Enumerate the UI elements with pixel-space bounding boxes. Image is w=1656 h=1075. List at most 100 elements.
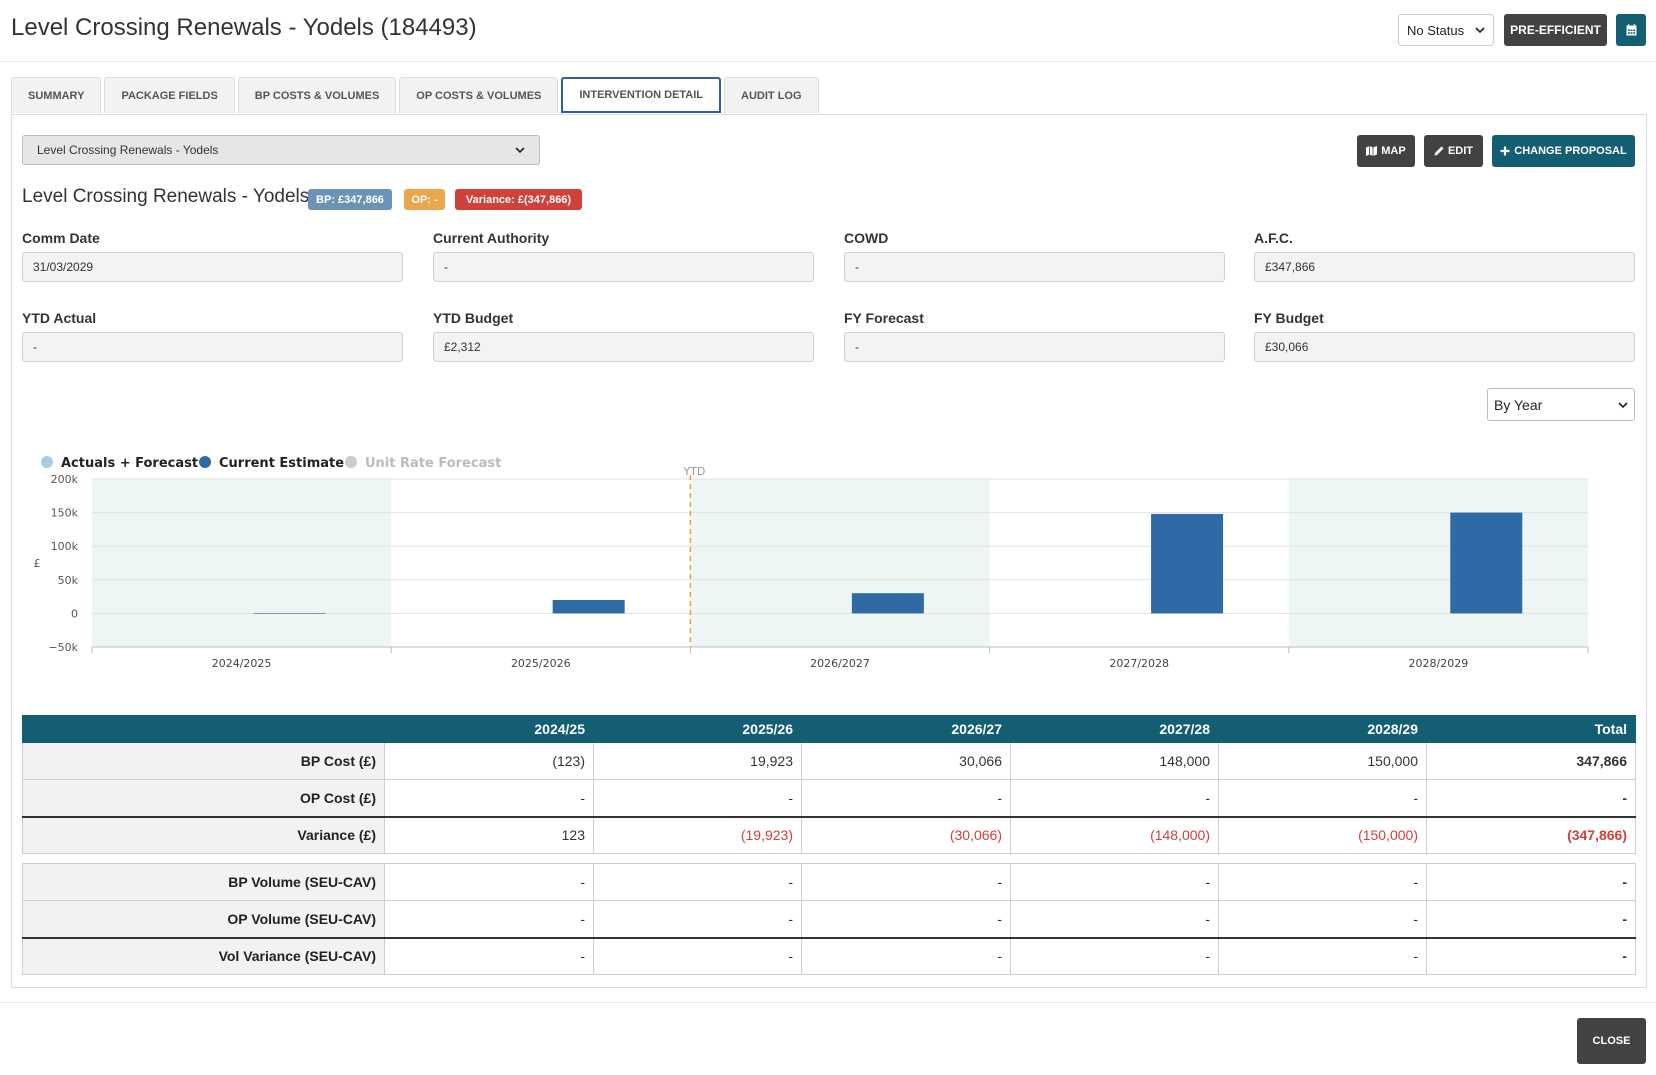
comm-date-label: Comm Date <box>22 230 100 246</box>
cost-chart: 200k 150k 100k 50k 0 −50k £2024/2025 2025/2026 2… <box>22 450 1638 695</box>
table-cell: (30,066) <box>801 815 1011 854</box>
legend-marker <box>345 456 357 468</box>
footer-divider <box>0 1002 1656 1003</box>
table-cell: - <box>1426 936 1636 975</box>
chevron-down-icon <box>1618 401 1628 408</box>
table-cell: (19,923) <box>593 815 802 854</box>
table-cell: - <box>1218 900 1427 938</box>
chart-bar <box>1151 513 1224 614</box>
calendar-icon <box>1626 24 1636 36</box>
table-row: Variance (£) 123 (19,923) (30,066) (148,… <box>22 815 1636 854</box>
tab-package-fields[interactable]: PACKAGE FIELDS <box>104 77 235 113</box>
table-cell: 30,066 <box>801 742 1011 780</box>
modal-header: Level Crossing Renewals - Yodels (184493… <box>0 0 1656 62</box>
table-cell: (150,000) <box>1218 815 1427 854</box>
status-select-value: No Status <box>1407 22 1465 38</box>
intervention-select[interactable]: Level Crossing Renewals - Yodels <box>22 135 540 165</box>
fy-forecast-field: - <box>844 332 1225 362</box>
page-title: Level Crossing Renewals - Yodels (184493… <box>11 14 477 41</box>
header-cell: 2027/28 <box>1010 715 1219 743</box>
period-select[interactable]: By Year <box>1487 388 1635 421</box>
table-cell: - <box>801 863 1011 901</box>
tab-audit-log[interactable]: AUDIT LOG <box>724 77 819 113</box>
plus-icon <box>1500 146 1510 156</box>
table-row: OP Volume (SEU-CAV) - - - - - - <box>22 900 1636 938</box>
table-cell: - <box>593 779 802 817</box>
comm-date-field: 31/03/2029 <box>22 252 403 282</box>
map-button[interactable]: MAP <box>1357 135 1415 167</box>
table-cell: - <box>1218 863 1427 901</box>
close-button[interactable]: CLOSE <box>1577 1018 1646 1064</box>
x-tick-label: 2027/2028 <box>1109 657 1169 670</box>
x-tick-label: 2026/2027 <box>810 657 870 670</box>
table-cell: - <box>1426 863 1636 901</box>
table-cell: - <box>384 779 594 817</box>
period-select-value: By Year <box>1494 396 1543 413</box>
y-tick-label: 200k <box>51 473 79 486</box>
legend-marker <box>199 456 211 468</box>
table-cell: - <box>384 936 594 975</box>
row-label: OP Volume (SEU-CAV) <box>22 900 385 938</box>
ytd-actual-label: YTD Actual <box>22 310 97 326</box>
y-tick-label: 100k <box>51 540 79 553</box>
table-cell: (123) <box>384 742 594 780</box>
tab-bp-costs-volumes[interactable]: BP COSTS & VOLUMES <box>237 77 397 113</box>
table-cell: (347,866) <box>1426 815 1636 854</box>
map-button-label: MAP <box>1381 145 1406 157</box>
change-proposal-button-label: CHANGE PROPOSAL <box>1514 145 1627 157</box>
ytd-budget-field: £2,312 <box>433 332 814 362</box>
variance-badge: Variance: £(347,866) <box>455 189 582 210</box>
legend-marker <box>41 456 53 468</box>
legend-label: Current Estimate <box>219 456 344 471</box>
afc-field: £347,866 <box>1254 252 1635 282</box>
legend-label: Unit Rate Forecast <box>365 456 501 471</box>
y-tick-label: 150k <box>51 507 79 520</box>
y-tick-label: 0 <box>71 607 78 620</box>
current-authority-field: - <box>433 252 814 282</box>
fy-forecast-label: FY Forecast <box>844 310 924 326</box>
table-cell: - <box>384 900 594 938</box>
fy-budget-field: £30,066 <box>1254 332 1635 362</box>
legend-label: Actuals + Forecast <box>61 456 198 471</box>
header-cell: Total <box>1426 715 1636 743</box>
tab-op-costs-volumes[interactable]: OP COSTS & VOLUMES <box>399 77 559 113</box>
calendar-button[interactable] <box>1616 14 1646 46</box>
map-icon <box>1366 146 1378 156</box>
tab-intervention-detail[interactable]: INTERVENTION DETAIL <box>561 77 722 113</box>
header-cell: 2028/29 <box>1218 715 1427 743</box>
status-select[interactable]: No Status <box>1398 14 1494 46</box>
table-cell: - <box>593 863 802 901</box>
table-cell: - <box>1218 936 1427 975</box>
table-cell: - <box>801 779 1011 817</box>
x-tick-label: 2028/2029 <box>1409 657 1469 670</box>
row-label: BP Volume (SEU-CAV) <box>22 863 385 901</box>
ytd-marker-label: YTD <box>682 465 705 478</box>
table-cell: 347,866 <box>1426 742 1636 780</box>
table-cell: - <box>1010 779 1219 817</box>
chart-bar <box>552 600 625 614</box>
intervention-select-value: Level Crossing Renewals - Yodels <box>37 143 219 157</box>
tab-summary[interactable]: SUMMARY <box>11 77 102 113</box>
pencil-icon <box>1434 146 1444 156</box>
table-row: BP Cost (£) (123) 19,923 30,066 148,000 … <box>22 742 1636 780</box>
table-cell: 19,923 <box>593 742 802 780</box>
pre-efficient-button[interactable]: PRE-EFFICIENT <box>1504 14 1607 46</box>
table-cell: - <box>1426 900 1636 938</box>
row-label: Vol Variance (SEU-CAV) <box>22 936 385 975</box>
row-label: BP Cost (£) <box>22 742 385 780</box>
afc-label: A.F.C. <box>1254 230 1293 246</box>
x-tick-label: 2025/2026 <box>511 657 571 670</box>
edit-button[interactable]: EDIT <box>1424 135 1483 167</box>
header-cell: 2025/26 <box>593 715 802 743</box>
change-proposal-button[interactable]: CHANGE PROPOSAL <box>1492 135 1635 167</box>
chart-bar <box>253 613 326 614</box>
table-cell: 123 <box>384 815 594 854</box>
x-tick-label: 2024/2025 <box>212 657 272 670</box>
header-cell: 2026/27 <box>801 715 1011 743</box>
table-cell: 150,000 <box>1218 742 1427 780</box>
y-tick-label: −50k <box>48 641 78 654</box>
table-cell: (148,000) <box>1010 815 1219 854</box>
table-cell: 148,000 <box>1010 742 1219 780</box>
chart-bar <box>851 593 924 614</box>
table-cell: - <box>801 936 1011 975</box>
